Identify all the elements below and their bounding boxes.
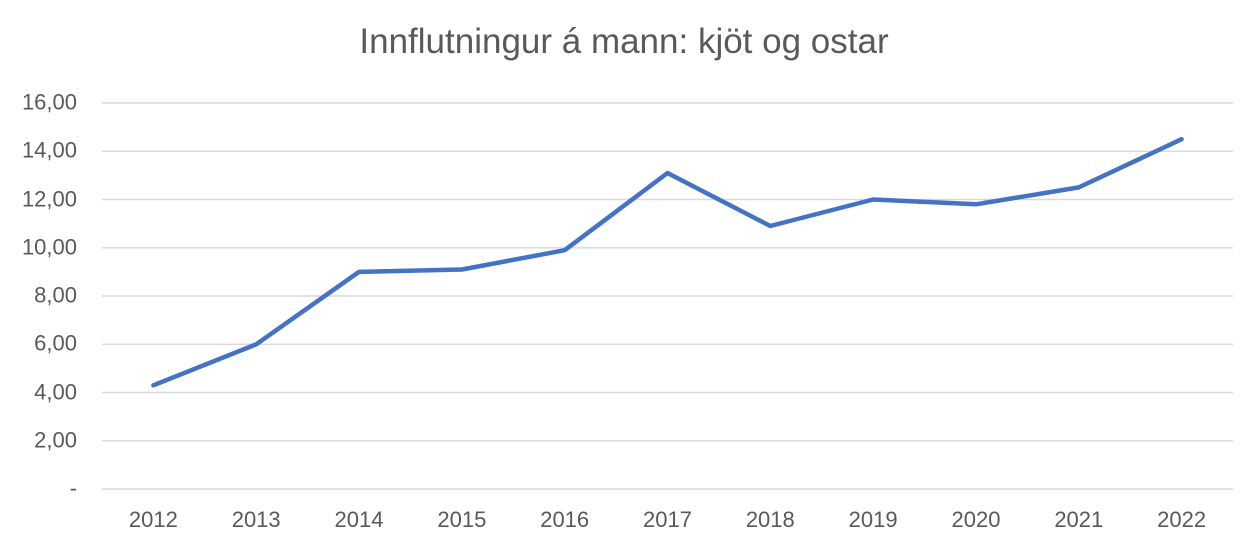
y-axis-tick-label: 8,00 [34, 282, 77, 308]
y-axis-tick-label: 14,00 [21, 137, 77, 163]
x-axis-tick-label: 2014 [334, 507, 384, 532]
x-axis-tick-label: 2012 [128, 507, 178, 532]
y-axis-tick-label: 12,00 [21, 185, 77, 211]
x-axis-tick-label: 2017 [643, 507, 692, 532]
x-axis-tick-label: 2020 [951, 507, 1001, 532]
y-axis-tick-label: 4,00 [34, 378, 77, 404]
x-axis-tick-label: 2019 [848, 507, 898, 532]
x-axis-tick-label: 2013 [231, 507, 281, 532]
y-axis-tick-label: 6,00 [34, 330, 77, 356]
x-axis-tick-label: 2021 [1054, 507, 1104, 532]
y-axis-tick-label: 10,00 [21, 234, 77, 260]
x-axis-tick-label: 2018 [745, 507, 795, 532]
y-axis-tick-label: 16,00 [21, 89, 77, 115]
y-axis-tick-label: 2,00 [34, 427, 77, 453]
chart-title: Innflutningur á mann: kjöt og ostar [359, 22, 889, 61]
x-axis-tick-label: 2016 [540, 507, 590, 532]
y-axis-tick-label: - [69, 475, 77, 501]
x-axis-tick-label: 2022 [1157, 507, 1207, 532]
data-line [151, 136, 1184, 388]
x-axis-tick-label: 2015 [437, 507, 487, 532]
